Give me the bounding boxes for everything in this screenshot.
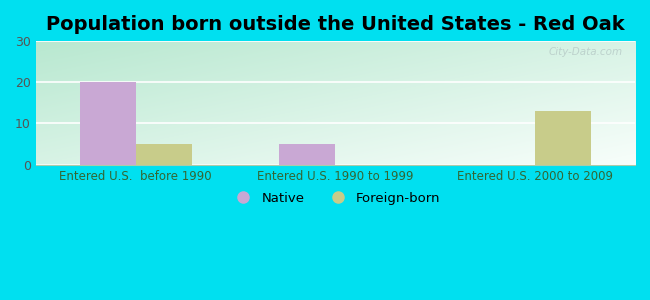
Bar [535,111,591,165]
Title: Population born outside the United States - Red Oak: Population born outside the United State… [46,15,625,34]
Bar [280,144,335,165]
Legend: Native, Foreign-born: Native, Foreign-born [225,186,446,210]
Text: City-Data.com: City-Data.com [549,47,623,57]
Bar [136,144,192,165]
Bar [80,82,136,165]
